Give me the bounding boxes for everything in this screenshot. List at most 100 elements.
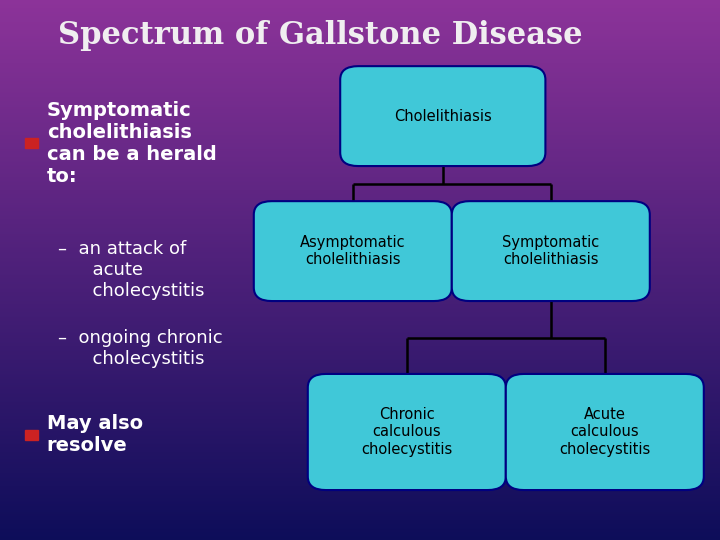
Bar	[0, 181, 720, 183]
Bar	[0, 354, 720, 355]
Bar	[0, 456, 720, 458]
Bar	[0, 78, 720, 79]
Bar	[0, 399, 720, 400]
Bar	[0, 156, 720, 157]
Bar	[0, 377, 720, 378]
Bar	[0, 102, 720, 103]
Bar	[0, 35, 720, 36]
Bar	[0, 508, 720, 509]
Bar	[0, 297, 720, 298]
Bar	[0, 491, 720, 492]
Bar	[0, 17, 720, 19]
Bar	[0, 395, 720, 397]
Bar	[0, 62, 720, 64]
Bar	[0, 200, 720, 201]
Bar	[0, 253, 720, 254]
Bar	[0, 107, 720, 108]
FancyBboxPatch shape	[340, 66, 546, 166]
Bar	[0, 116, 720, 117]
Bar	[0, 191, 720, 192]
Bar	[0, 70, 720, 71]
Bar	[0, 465, 720, 467]
Bar	[0, 159, 720, 160]
Bar	[0, 294, 720, 296]
Bar	[0, 422, 720, 424]
Bar	[0, 367, 720, 368]
Bar	[0, 24, 720, 25]
Bar	[0, 320, 720, 321]
Bar	[0, 537, 720, 539]
Bar	[0, 375, 720, 377]
Bar	[0, 54, 720, 56]
FancyBboxPatch shape	[25, 430, 38, 440]
Bar	[0, 303, 720, 305]
Bar	[0, 262, 720, 263]
Bar	[0, 185, 720, 186]
Bar	[0, 45, 720, 46]
Bar	[0, 400, 720, 401]
Bar	[0, 2, 720, 3]
Bar	[0, 242, 720, 243]
Bar	[0, 174, 720, 176]
Bar	[0, 85, 720, 86]
Bar	[0, 524, 720, 525]
Bar	[0, 167, 720, 168]
Bar	[0, 138, 720, 139]
Bar	[0, 438, 720, 440]
Bar	[0, 11, 720, 12]
Bar	[0, 486, 720, 487]
Bar	[0, 31, 720, 32]
Bar	[0, 333, 720, 335]
Bar	[0, 20, 720, 22]
Bar	[0, 74, 720, 76]
Text: Acute
calculous
cholecystitis: Acute calculous cholecystitis	[559, 407, 650, 457]
Bar	[0, 300, 720, 301]
Bar	[0, 57, 720, 58]
Bar	[0, 436, 720, 437]
Bar	[0, 109, 720, 111]
Bar	[0, 386, 720, 388]
Bar	[0, 177, 720, 178]
Bar	[0, 208, 720, 209]
Bar	[0, 339, 720, 340]
Bar	[0, 176, 720, 177]
Bar	[0, 480, 720, 481]
Bar	[0, 22, 720, 23]
Bar	[0, 30, 720, 31]
Bar	[0, 405, 720, 406]
Bar	[0, 118, 720, 119]
Bar	[0, 231, 720, 232]
Bar	[0, 86, 720, 87]
Bar	[0, 316, 720, 317]
Bar	[0, 103, 720, 104]
Bar	[0, 318, 720, 319]
Bar	[0, 362, 720, 363]
Bar	[0, 151, 720, 152]
Bar	[0, 348, 720, 350]
Bar	[0, 507, 720, 508]
Bar	[0, 446, 720, 447]
Bar	[0, 384, 720, 386]
Bar	[0, 535, 720, 536]
Bar	[0, 280, 720, 281]
Bar	[0, 134, 720, 135]
Bar	[0, 105, 720, 106]
Bar	[0, 464, 720, 465]
Bar	[0, 66, 720, 68]
Bar	[0, 58, 720, 59]
Bar	[0, 98, 720, 100]
Bar	[0, 512, 720, 513]
Bar	[0, 401, 720, 402]
Bar	[0, 482, 720, 483]
Bar	[0, 321, 720, 322]
Bar	[0, 94, 720, 96]
Text: Cholelithiasis: Cholelithiasis	[394, 109, 492, 124]
Bar	[0, 492, 720, 494]
Bar	[0, 431, 720, 432]
Bar	[0, 170, 720, 172]
Bar	[0, 239, 720, 240]
Bar	[0, 259, 720, 261]
Bar	[0, 84, 720, 85]
Bar	[0, 474, 720, 475]
Bar	[0, 152, 720, 154]
